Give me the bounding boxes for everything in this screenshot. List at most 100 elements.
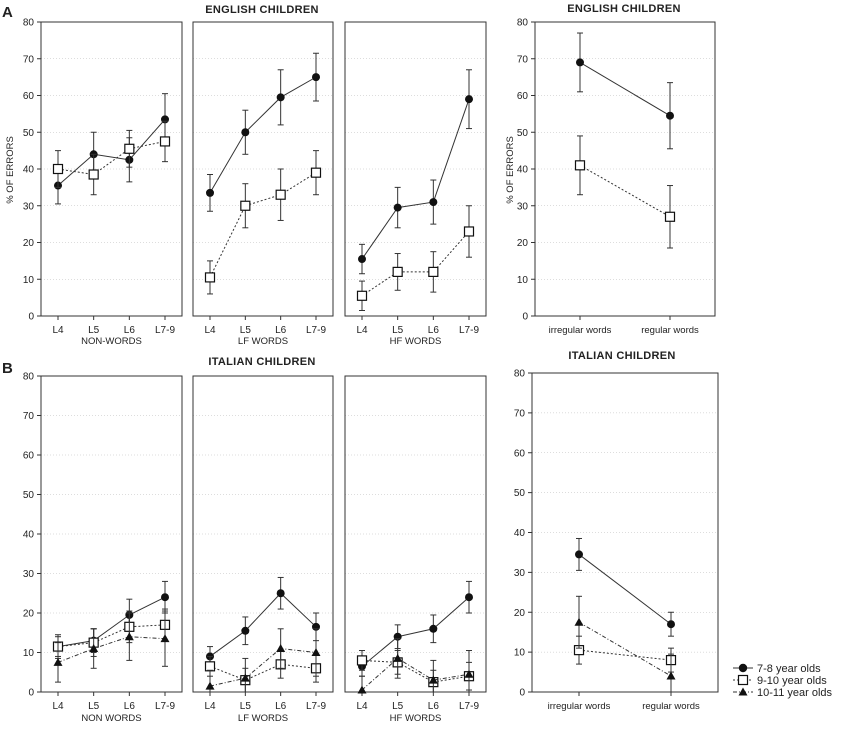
side-b-title: ITALIAN CHILDREN xyxy=(568,350,675,362)
data-point-9-10 xyxy=(204,272,216,283)
y-tick-label: 40 xyxy=(514,528,526,539)
data-point-7-8 xyxy=(241,626,250,635)
data-point-10-11 xyxy=(53,657,63,666)
x-tick-label: L5 xyxy=(392,701,404,712)
y-tick-label: 70 xyxy=(23,411,35,422)
data-point-9-10 xyxy=(463,226,475,237)
data-point-9-10 xyxy=(428,266,439,277)
data-point-10-11 xyxy=(240,673,250,682)
plot-5: 0 10 20 30 40 50 60 70 80 L4 L5 L6 L7-9 NON WORDS xyxy=(23,372,183,724)
y-tick-label: 70 xyxy=(23,54,35,65)
row-a-title: ENGLISH CHILDREN xyxy=(205,4,319,16)
data-point-7-8 xyxy=(576,58,584,67)
legend-label-10-11: 10-11 year olds xyxy=(757,687,833,699)
data-point-9-10 xyxy=(159,136,171,147)
x-tick-label: L4 xyxy=(52,325,64,336)
data-point-10-11 xyxy=(124,632,134,641)
y-tick-label: 50 xyxy=(23,128,35,139)
data-point-9-10 xyxy=(356,655,368,666)
series-line xyxy=(361,657,470,691)
x-tick-label: L4 xyxy=(356,325,368,336)
y-tick-label: 70 xyxy=(517,54,529,65)
plot-frame xyxy=(192,375,334,693)
series-line xyxy=(57,596,166,648)
y-tick-label: 50 xyxy=(514,488,526,499)
x-axis-label: LF WORDS xyxy=(238,713,288,724)
data-point-10-11 xyxy=(574,617,584,626)
data-point-7-8 xyxy=(429,198,438,207)
y-tick-label: 40 xyxy=(23,530,35,541)
x-tick-label: regular words xyxy=(641,325,699,336)
y-tick-label: 10 xyxy=(23,275,35,286)
x-axis-label: HF WORDS xyxy=(390,713,442,724)
x-tick-label: L6 xyxy=(124,325,136,336)
series-line xyxy=(361,596,470,667)
x-axis-label: LF WORDS xyxy=(238,336,288,347)
y-tick-label: 30 xyxy=(23,201,35,212)
data-point-10-11 xyxy=(205,681,215,690)
x-axis-label: NON-WORDS xyxy=(81,336,142,347)
legend: 7-8 year olds 9-10 year olds 10-11 year … xyxy=(733,663,833,699)
series-line xyxy=(361,99,470,260)
y-tick-label: 60 xyxy=(23,451,35,462)
y-tick-label: 0 xyxy=(28,688,34,699)
plot-frame xyxy=(344,375,487,693)
data-point-7-8 xyxy=(241,128,250,137)
y-tick-label: 20 xyxy=(517,238,529,249)
y-tick-label: 10 xyxy=(517,275,529,286)
data-point-10-11 xyxy=(393,653,403,662)
data-point-7-8 xyxy=(667,620,675,629)
plot-6: L4 L5 L6 L7-9 LF WORDS xyxy=(192,375,334,724)
y-tick-label: 0 xyxy=(522,312,528,323)
plot-frame xyxy=(192,21,334,317)
x-tick-label: regular words xyxy=(642,701,700,712)
series-line xyxy=(57,636,166,663)
data-point-10-11 xyxy=(311,648,321,656)
y-tick-label: 50 xyxy=(23,490,35,501)
x-tick-label: L4 xyxy=(204,701,216,712)
data-point-10-11 xyxy=(160,634,170,643)
plot-2: L4 L5 L6 L7-9 LF WORDS xyxy=(192,21,334,347)
y-tick-label: 40 xyxy=(517,165,529,176)
legend-marker-7-8 xyxy=(738,663,748,673)
data-point-7-8 xyxy=(575,550,583,559)
y-tick-label: 20 xyxy=(23,609,35,620)
plot-3: L4 L5 L6 L7-9 HF WORDS xyxy=(344,21,487,347)
data-point-7-8 xyxy=(358,255,366,264)
series-line xyxy=(57,624,166,648)
y-tick-label: 0 xyxy=(519,688,525,699)
plot-frame xyxy=(344,21,487,317)
panel-a-label: A xyxy=(2,4,13,21)
series-line xyxy=(209,663,317,681)
legend-marker-10-11 xyxy=(738,687,748,696)
data-point-9-10 xyxy=(204,661,216,672)
y-tick-label: 70 xyxy=(514,408,526,419)
plot-7: L4 L5 L6 L7-9 HF WORDS xyxy=(344,375,487,724)
plot-8: 0 10 20 30 40 50 60 70 80 irregular words regular … xyxy=(514,369,719,712)
data-point-7-8 xyxy=(429,624,438,633)
data-point-7-8 xyxy=(276,589,285,598)
y-tick-label: 50 xyxy=(517,128,529,139)
x-tick-label: L5 xyxy=(88,701,100,712)
data-point-9-10 xyxy=(392,266,403,277)
data-point-10-11 xyxy=(89,644,99,653)
plot-4: 0 10 20 30 40 50 60 70 80 irregular words regular … xyxy=(517,18,716,336)
side-a-title: ENGLISH CHILDREN xyxy=(567,3,681,15)
data-point-9-10 xyxy=(88,169,99,180)
y-tick-label: 0 xyxy=(28,312,34,323)
series-line xyxy=(361,231,470,297)
data-point-7-8 xyxy=(393,203,402,212)
series-line xyxy=(209,648,317,687)
data-point-9-10 xyxy=(310,167,322,178)
data-point-7-8 xyxy=(312,73,320,82)
x-tick-label: L7-9 xyxy=(459,325,479,336)
y-axis-label-side-a: % OF ERRORS xyxy=(505,136,516,204)
y-tick-label: 60 xyxy=(514,448,526,459)
series-line xyxy=(209,592,317,657)
x-tick-label: L7-9 xyxy=(306,701,326,712)
series-line xyxy=(57,140,166,176)
y-tick-label: 80 xyxy=(23,18,35,29)
y-tick-label: 40 xyxy=(23,165,35,176)
y-tick-label: 60 xyxy=(517,91,529,102)
